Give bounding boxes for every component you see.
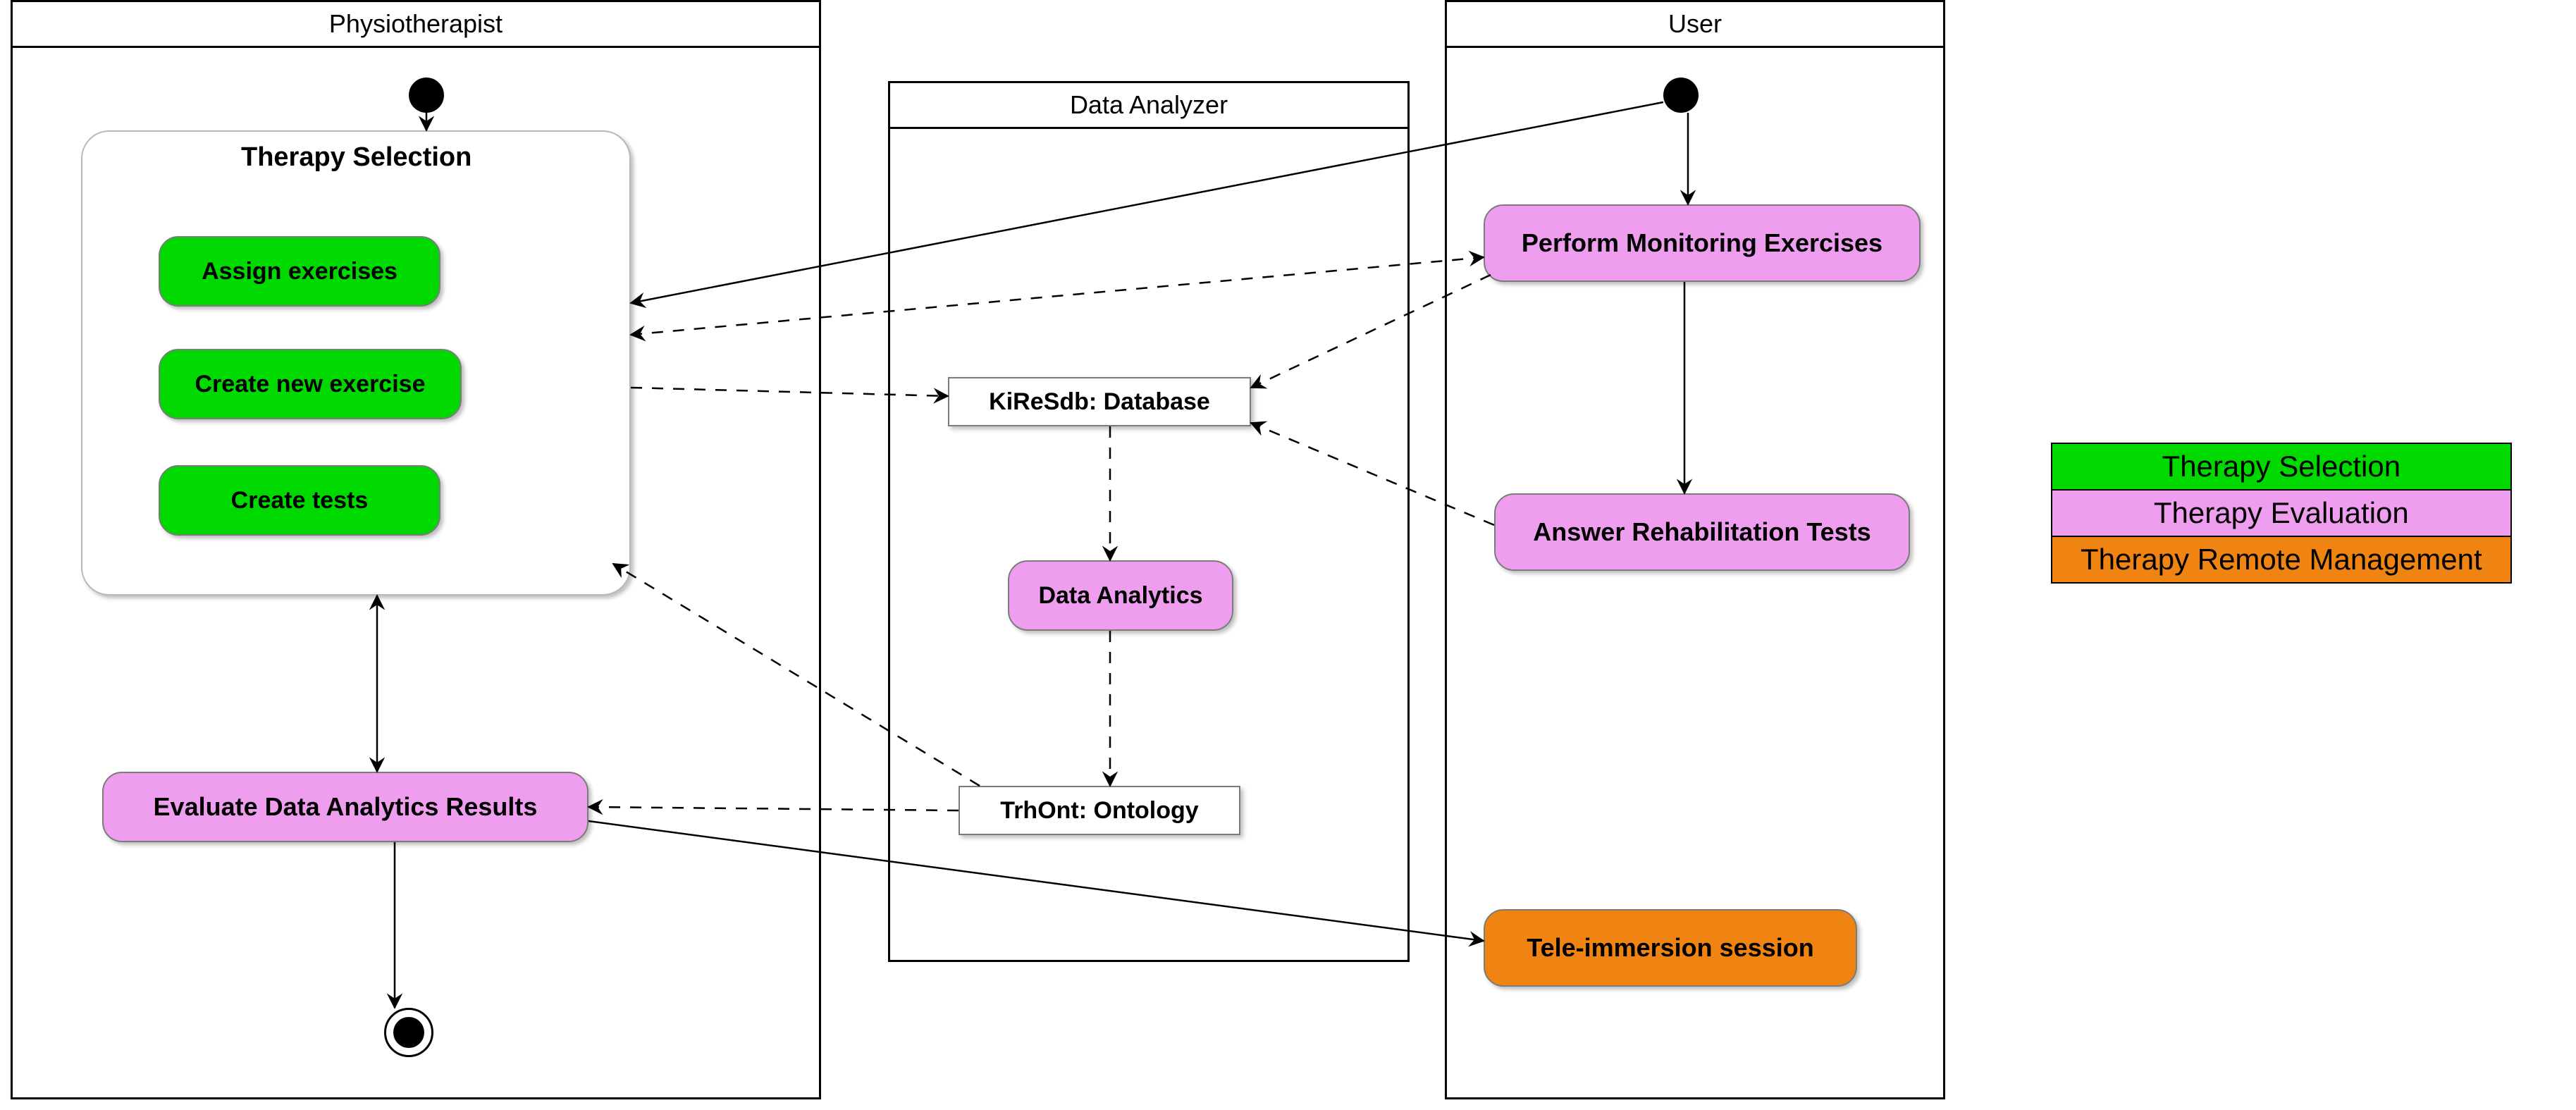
legend-label: Therapy Remote Management [2081, 543, 2482, 576]
node-perform-monitoring-exercises: Perform Monitoring Exercises [1484, 204, 1921, 282]
node-label: Data Analytics [1038, 582, 1202, 610]
node-label: Create new exercise [195, 371, 426, 398]
therapy-selection-title: Therapy Selection [241, 142, 472, 173]
node-create-tests: Create tests [159, 465, 440, 536]
node-assign-exercises: Assign exercises [159, 236, 440, 307]
node-tele-immersion-session: Tele-immersion session [1484, 909, 1857, 987]
swimlane-title-user: User [1447, 2, 1943, 48]
swimlane-title-analyzer: Data Analyzer [890, 83, 1407, 129]
node-label: Create tests [231, 487, 369, 514]
node-label: TrhOnt: Ontology [1000, 797, 1198, 825]
swimlane-title-physio: Physiotherapist [13, 2, 819, 48]
legend-row-therapy-evaluation: Therapy Evaluation [2051, 489, 2512, 537]
legend-label: Therapy Evaluation [2154, 496, 2409, 529]
legend-label: Therapy Selection [2162, 450, 2401, 483]
node-answer-rehabilitation-tests: Answer Rehabilitation Tests [1494, 493, 1910, 571]
node-label: Evaluate Data Analytics Results [154, 792, 538, 822]
node-evaluate-results: Evaluate Data Analytics Results [102, 772, 588, 842]
legend-row-therapy-remote-management: Therapy Remote Management [2051, 536, 2512, 584]
node-kiresdb-database: KiReSdb: Database [948, 377, 1251, 426]
node-data-analytics: Data Analytics [1008, 560, 1233, 631]
legend-row-therapy-selection: Therapy Selection [2051, 443, 2512, 491]
node-label: KiReSdb: Database [989, 388, 1210, 416]
initial-node-user [1663, 78, 1699, 113]
node-label: Assign exercises [202, 258, 398, 285]
node-trhont-ontology: TrhOnt: Ontology [959, 786, 1240, 835]
node-label: Perform Monitoring Exercises [1522, 228, 1882, 258]
final-node-inner [393, 1017, 424, 1048]
node-create-new-exercise: Create new exercise [159, 349, 462, 419]
initial-node-physio [409, 78, 444, 113]
node-label: Tele-immersion session [1527, 933, 1813, 963]
final-node-outer [384, 1008, 433, 1057]
node-label: Answer Rehabilitation Tests [1533, 517, 1871, 547]
legend: Therapy Selection Therapy Evaluation The… [2051, 444, 2512, 584]
